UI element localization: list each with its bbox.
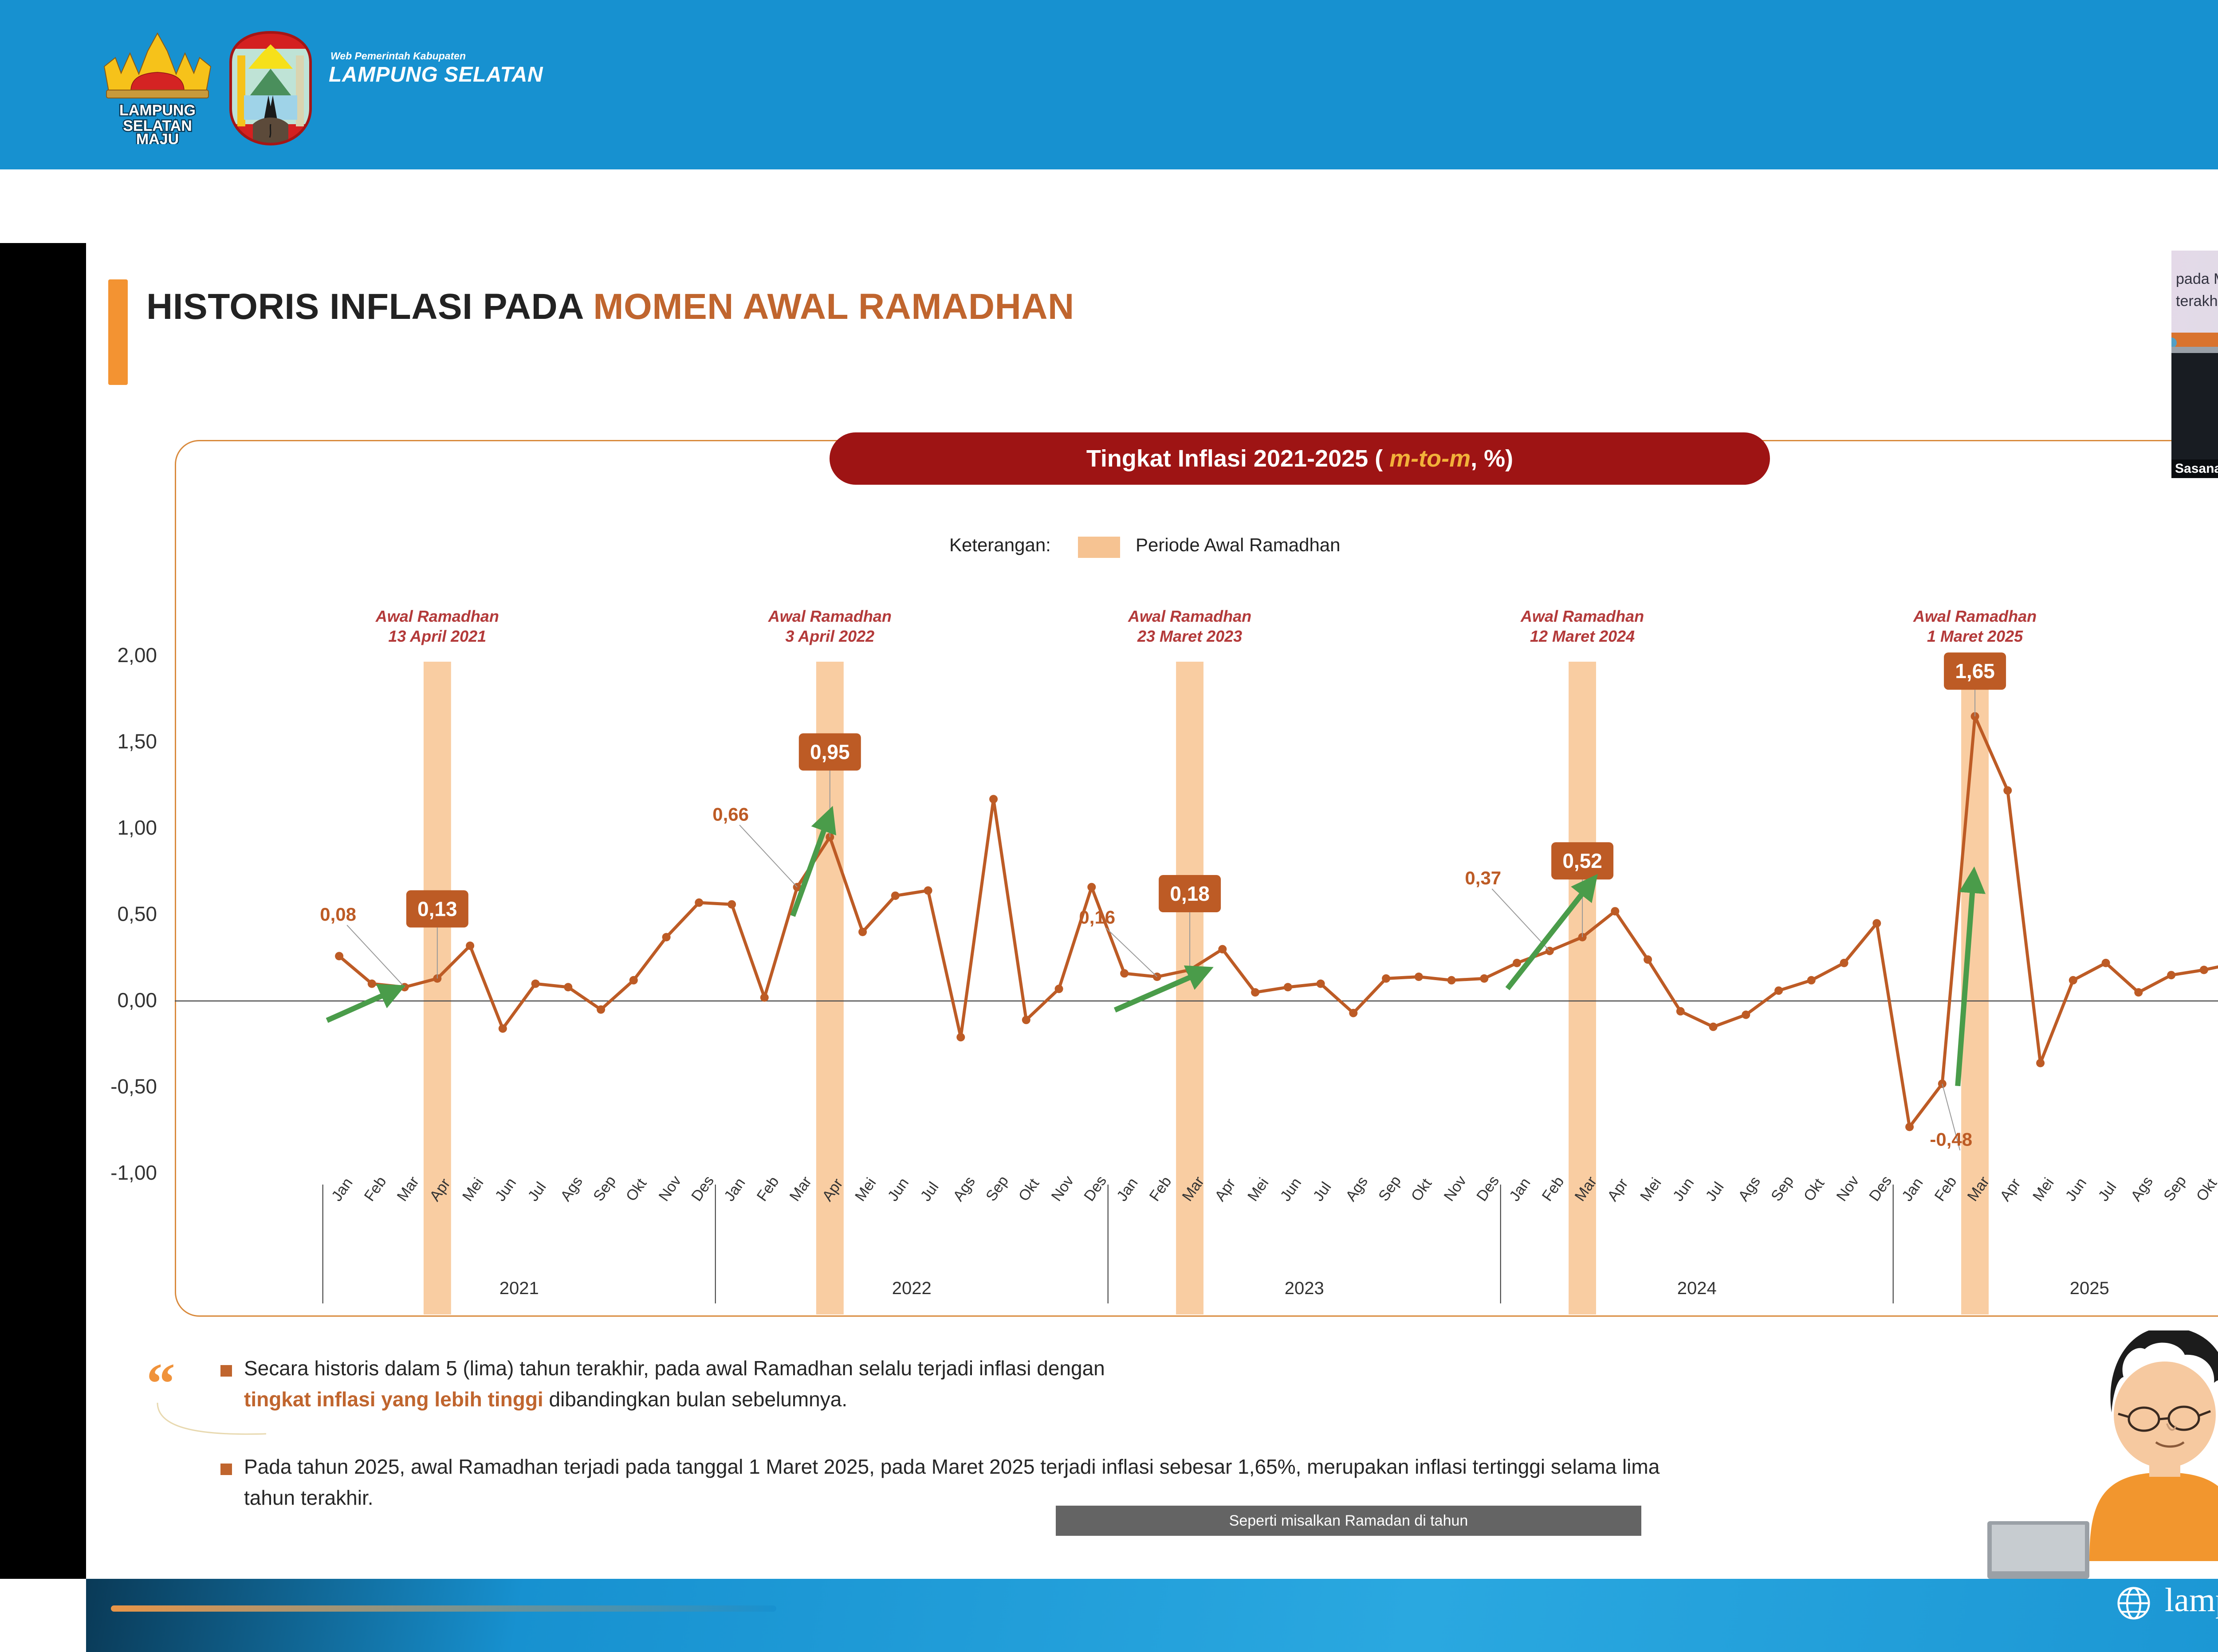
svg-text:0,08: 0,08 <box>320 904 356 925</box>
svg-text:Feb: Feb <box>754 1173 783 1205</box>
svg-text:2,00: 2,00 <box>117 644 157 667</box>
svg-text:Okt: Okt <box>2193 1175 2218 1205</box>
svg-text:0,16: 0,16 <box>1079 907 1115 928</box>
svg-text:Des: Des <box>1081 1173 1110 1204</box>
svg-text:Nov: Nov <box>656 1173 685 1204</box>
svg-text:Nov: Nov <box>1833 1173 1863 1204</box>
svg-text:Mei: Mei <box>459 1175 487 1205</box>
svg-text:0,50: 0,50 <box>117 903 157 926</box>
svg-text:2025: 2025 <box>2070 1279 2109 1298</box>
svg-text:Sep: Sep <box>983 1173 1012 1204</box>
svg-text:12 Maret 2024: 12 Maret 2024 <box>1530 627 1635 645</box>
svg-text:0,18: 0,18 <box>1170 882 1210 905</box>
svg-text:Ags: Ags <box>950 1173 979 1205</box>
svg-text:-0,48: -0,48 <box>1930 1129 1972 1150</box>
svg-text:Des: Des <box>688 1173 717 1204</box>
svg-text:Ags: Ags <box>1735 1173 1764 1205</box>
svg-text:Jun: Jun <box>1277 1175 1305 1205</box>
svg-text:23 Maret 2023: 23 Maret 2023 <box>1137 627 1242 645</box>
svg-text:Nov: Nov <box>1048 1173 1078 1204</box>
svg-text:Sep: Sep <box>1768 1173 1797 1204</box>
svg-text:Feb: Feb <box>1146 1173 1175 1205</box>
svg-text:Jul: Jul <box>1310 1179 1335 1204</box>
svg-text:Mar: Mar <box>787 1173 815 1205</box>
svg-text:Des: Des <box>1866 1173 1895 1204</box>
svg-text:Jun: Jun <box>2062 1175 2090 1205</box>
svg-text:Feb: Feb <box>361 1173 390 1205</box>
svg-text:Mar: Mar <box>394 1173 423 1205</box>
svg-text:Okt: Okt <box>1801 1175 1828 1205</box>
svg-text:Okt: Okt <box>1015 1175 1043 1205</box>
svg-text:Jun: Jun <box>1670 1175 1698 1205</box>
svg-text:Jan: Jan <box>1506 1175 1534 1205</box>
svg-text:Awal Ramadhan: Awal Ramadhan <box>1128 607 1251 625</box>
svg-text:Feb: Feb <box>1539 1173 1568 1205</box>
svg-text:0,52: 0,52 <box>1562 849 1602 872</box>
svg-text:2023: 2023 <box>1285 1279 1324 1298</box>
svg-text:Ags: Ags <box>557 1173 586 1205</box>
svg-text:Awal Ramadhan: Awal Ramadhan <box>1913 607 2037 625</box>
svg-text:Jan: Jan <box>328 1175 356 1205</box>
svg-text:0,13: 0,13 <box>417 897 457 920</box>
svg-text:Jan: Jan <box>1899 1175 1927 1205</box>
svg-text:Jul: Jul <box>1703 1179 1727 1204</box>
svg-text:0,00: 0,00 <box>117 989 157 1012</box>
svg-text:3 April 2022: 3 April 2022 <box>785 627 874 645</box>
svg-text:Jul: Jul <box>917 1179 942 1204</box>
svg-text:Ags: Ags <box>2128 1173 2156 1205</box>
svg-text:Des: Des <box>1473 1173 1502 1204</box>
svg-text:Sep: Sep <box>590 1173 619 1204</box>
svg-text:Okt: Okt <box>1408 1175 1435 1205</box>
svg-text:Feb: Feb <box>1931 1173 1960 1205</box>
svg-text:Apr: Apr <box>1997 1175 2024 1204</box>
svg-text:Jan: Jan <box>1113 1175 1141 1205</box>
svg-text:Jul: Jul <box>2095 1179 2120 1204</box>
svg-text:1 Maret 2025: 1 Maret 2025 <box>1927 627 2023 645</box>
svg-text:Awal Ramadhan: Awal Ramadhan <box>1520 607 1644 625</box>
svg-text:1,65: 1,65 <box>1955 659 1995 683</box>
svg-text:Jul: Jul <box>525 1179 550 1204</box>
svg-text:2021: 2021 <box>499 1279 539 1298</box>
svg-text:Jan: Jan <box>721 1175 749 1205</box>
svg-text:1,50: 1,50 <box>117 730 157 753</box>
svg-text:Sep: Sep <box>2160 1173 2190 1204</box>
svg-text:0,37: 0,37 <box>1465 867 1501 888</box>
svg-text:Apr: Apr <box>1604 1175 1631 1204</box>
svg-text:13 April 2021: 13 April 2021 <box>388 627 486 645</box>
svg-text:2024: 2024 <box>1677 1279 1717 1298</box>
svg-text:0,66: 0,66 <box>712 804 749 824</box>
svg-text:-1,00: -1,00 <box>110 1161 157 1184</box>
svg-text:-0,50: -0,50 <box>110 1075 157 1098</box>
svg-text:0,95: 0,95 <box>810 741 850 764</box>
svg-text:Awal Ramadhan: Awal Ramadhan <box>375 607 499 625</box>
svg-text:Mei: Mei <box>852 1175 880 1205</box>
svg-text:1,00: 1,00 <box>117 816 157 839</box>
svg-text:Jun: Jun <box>885 1175 912 1205</box>
svg-text:Awal Ramadhan: Awal Ramadhan <box>768 607 892 625</box>
svg-text:Ags: Ags <box>1342 1173 1371 1205</box>
svg-text:Okt: Okt <box>623 1175 650 1205</box>
svg-text:Nov: Nov <box>1441 1173 1470 1204</box>
svg-text:Mei: Mei <box>2029 1175 2057 1205</box>
svg-text:Sep: Sep <box>1375 1173 1404 1204</box>
svg-text:2022: 2022 <box>892 1279 932 1298</box>
svg-text:Jun: Jun <box>492 1175 520 1205</box>
svg-text:Mei: Mei <box>1244 1175 1272 1205</box>
svg-text:Apr: Apr <box>1211 1175 1239 1204</box>
svg-text:Mei: Mei <box>1637 1175 1665 1205</box>
